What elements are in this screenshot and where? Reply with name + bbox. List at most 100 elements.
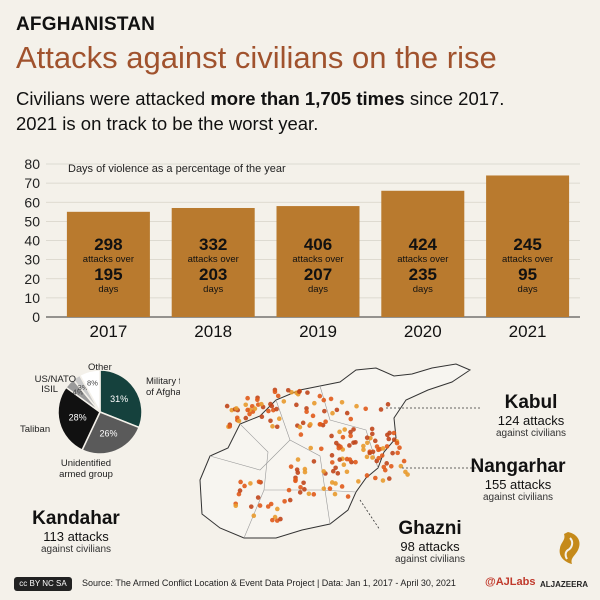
license-badge: cc BY NC SA: [14, 577, 72, 591]
attack-dot: [321, 397, 327, 403]
x-tick-label: 2018: [194, 322, 232, 341]
attack-dot: [391, 430, 397, 436]
bar: [486, 175, 570, 317]
attack-dot: [328, 396, 334, 402]
attack-dot: [339, 484, 345, 489]
y-tick-label: 30: [24, 252, 40, 268]
attack-dot: [380, 446, 386, 451]
x-tick-label: 2020: [404, 322, 442, 341]
attack-dot: [403, 469, 408, 475]
y-tick-label: 10: [24, 290, 40, 306]
attack-dot: [275, 506, 280, 512]
attack-dot: [311, 459, 317, 464]
attack-dot: [248, 481, 253, 486]
chart-title: Days of violence as a percentage of the …: [68, 163, 286, 175]
brand-text: ALJAZEERA: [540, 580, 589, 589]
attack-dot: [378, 407, 384, 412]
attack-dot: [311, 492, 317, 497]
bar-label-attacks: 245: [513, 235, 541, 254]
attack-dot: [312, 400, 317, 406]
attack-dot: [270, 517, 275, 523]
map-outline: [199, 363, 472, 539]
callout-nangarhar: Nangarhar 155 attacks against civilians: [462, 456, 574, 503]
attack-dot: [248, 504, 254, 509]
attack-dot: [295, 457, 301, 462]
attack-dot: [394, 440, 400, 446]
attack-dot: [321, 469, 326, 474]
attack-dot: [297, 490, 303, 495]
callout-nangarhar-attacks: 155 attacks: [484, 477, 552, 492]
x-tick-label: 2019: [299, 322, 337, 341]
attack-dot: [298, 432, 304, 437]
attack-dot: [335, 471, 341, 476]
x-tick-label: 2021: [509, 322, 547, 341]
attack-dot: [384, 461, 389, 466]
pie-slice-value: 3%: [78, 383, 89, 392]
attack-dot: [236, 418, 242, 424]
attack-dot: [274, 406, 279, 412]
bar-label-attacks: 406: [304, 235, 332, 254]
bar: [276, 206, 360, 317]
y-tick-label: 40: [24, 233, 40, 249]
attack-dot: [245, 395, 250, 401]
pie-slice-label: Other: [88, 362, 112, 373]
pie-slice-label: US/NATO: [35, 374, 76, 385]
pie-slice-value: 28%: [69, 413, 87, 423]
attack-dot: [288, 464, 294, 469]
attack-dot: [344, 456, 350, 462]
attack-dot: [295, 470, 301, 475]
pie-slice-value: 31%: [110, 394, 128, 404]
attack-dot: [266, 408, 271, 414]
attack-dot: [268, 418, 273, 424]
attack-dot: [224, 403, 230, 409]
attack-dot: [386, 476, 392, 481]
bar-label-mid: attacks over: [83, 254, 134, 265]
callout-kandahar: Kandahar 113 attacks against civilians: [22, 508, 130, 555]
attack-dot: [293, 477, 298, 483]
page-title: Attacks against civilians on the rise: [16, 40, 497, 75]
attack-dot: [306, 491, 312, 497]
pie-slice: [78, 369, 101, 413]
attack-dot: [344, 410, 350, 416]
bar-label-mid: attacks over: [188, 254, 239, 265]
bar-chart: 0 10 20 30 40 50 60 70 80 Days of violence as a p…: [24, 156, 580, 341]
attack-dot: [318, 422, 323, 427]
attack-dot: [274, 424, 280, 430]
bar-label-unit: days: [203, 284, 223, 295]
attack-dot: [327, 486, 333, 491]
attack-dot: [308, 422, 313, 427]
subtitle-pre: Civilians were attacked: [16, 88, 211, 109]
attack-dot: [243, 415, 249, 421]
callout-nangarhar-sub: against civilians: [482, 492, 554, 503]
attack-dot: [329, 433, 334, 439]
attack-dot: [329, 453, 335, 458]
attack-dot: [391, 437, 397, 442]
bar-label-unit: days: [308, 284, 328, 295]
footer: cc BY NC SA Source: The Armed Conflict L…: [0, 572, 600, 600]
x-tick-label: 2017: [89, 322, 127, 341]
attack-dot: [247, 411, 252, 417]
bar: [171, 207, 255, 317]
attack-dot: [272, 389, 278, 395]
attack-dot: [318, 446, 324, 452]
handle-text: @AJLabs: [485, 576, 536, 588]
attack-dot: [361, 447, 366, 453]
attack-dot: [259, 414, 265, 420]
attack-dot: [286, 487, 292, 493]
attack-dot: [255, 397, 260, 403]
callout-kandahar-sub: against civilians: [40, 544, 112, 555]
attack-dot: [322, 408, 327, 414]
attack-dot: [376, 455, 381, 461]
attack-dot: [348, 416, 354, 422]
pie-slice: [57, 386, 101, 452]
attack-dot: [342, 427, 348, 432]
attack-dot: [329, 480, 335, 485]
subtitle-line2: 2021 is on track to be the worst year.: [16, 113, 319, 134]
attack-dot: [345, 494, 351, 499]
pie-chart: 31% Military forcesof Afghanistan 26% Unide…: [20, 362, 180, 480]
pie-slice: [99, 369, 143, 429]
province-border: [264, 489, 357, 493]
attack-dot: [363, 406, 368, 412]
attack-dot: [365, 440, 370, 446]
attack-dot: [367, 450, 373, 456]
